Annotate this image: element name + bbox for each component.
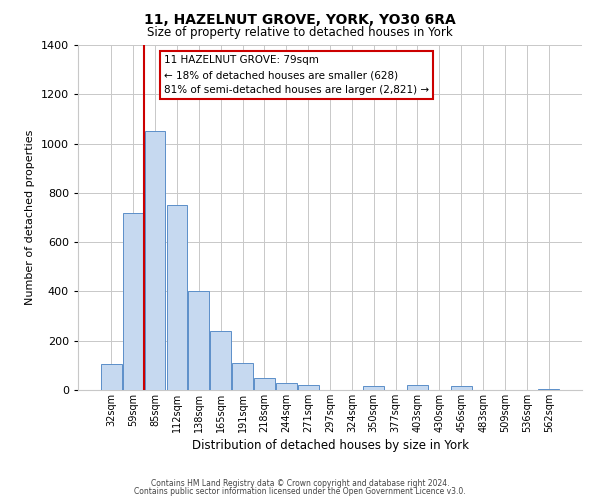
Text: 11, HAZELNUT GROVE, YORK, YO30 6RA: 11, HAZELNUT GROVE, YORK, YO30 6RA <box>144 12 456 26</box>
Bar <box>101 364 122 390</box>
Text: 11 HAZELNUT GROVE: 79sqm
← 18% of detached houses are smaller (628)
81% of semi-: 11 HAZELNUT GROVE: 79sqm ← 18% of detach… <box>164 56 429 95</box>
Bar <box>407 385 428 390</box>
Bar <box>451 386 472 390</box>
Bar <box>167 205 187 390</box>
Bar <box>538 389 559 390</box>
Text: Size of property relative to detached houses in York: Size of property relative to detached ho… <box>147 26 453 39</box>
Bar <box>232 363 253 390</box>
X-axis label: Distribution of detached houses by size in York: Distribution of detached houses by size … <box>191 439 469 452</box>
Bar <box>254 378 275 390</box>
Bar <box>123 212 143 390</box>
Bar <box>145 131 166 390</box>
Bar <box>276 383 296 390</box>
Y-axis label: Number of detached properties: Number of detached properties <box>25 130 35 305</box>
Bar <box>210 331 231 390</box>
Bar <box>298 385 319 390</box>
Bar <box>364 386 384 390</box>
Text: Contains HM Land Registry data © Crown copyright and database right 2024.: Contains HM Land Registry data © Crown c… <box>151 478 449 488</box>
Text: Contains public sector information licensed under the Open Government Licence v3: Contains public sector information licen… <box>134 487 466 496</box>
Bar <box>188 292 209 390</box>
